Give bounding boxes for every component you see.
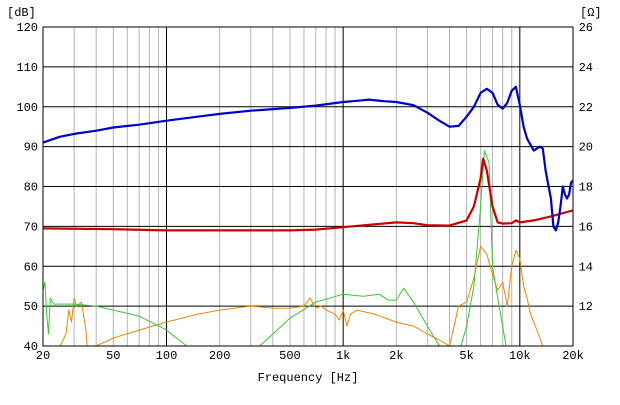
y-right-tick-label: 14 — [579, 260, 593, 274]
y-left-tick-label: 110 — [16, 61, 38, 75]
x-tick-label: 2k — [389, 349, 403, 363]
grid-major — [43, 26, 573, 347]
y-left-tick-label: 100 — [16, 101, 38, 115]
x-tick-label: 500 — [279, 349, 301, 363]
x-tick-label: 1k — [336, 349, 350, 363]
x-tick-label: 50 — [106, 349, 120, 363]
plot-frame — [42, 26, 574, 347]
y-right-tick-label: 22 — [579, 101, 593, 115]
x-tick-label: 200 — [209, 349, 231, 363]
red-curve — [43, 157, 573, 232]
y-right-tick-label: 24 — [579, 61, 593, 75]
y-right-tick-label: 18 — [579, 181, 593, 195]
y-left-tick-label: 90 — [24, 141, 38, 155]
blue-curve — [43, 85, 573, 232]
y-left-tick-label: 80 — [24, 181, 38, 195]
x-axis-label: Frequency [Hz] — [258, 371, 359, 385]
y-left-tick-label: 70 — [24, 220, 38, 234]
y-left-tick-label: 120 — [16, 21, 38, 35]
tick-labels: 20 50 100 200 500 1k 2k 5k 10k 20k 40 50 60 70 80 90 100… — [16, 21, 593, 363]
y-left-tick-label: 60 — [24, 260, 38, 274]
x-tick-label: 20 — [36, 349, 50, 363]
y-right-tick-label: 12 — [579, 300, 593, 314]
y-right-tick-label: 20 — [579, 141, 593, 155]
y-right-unit-label: [Ω] — [580, 6, 602, 20]
orange-curve — [58, 245, 544, 346]
y-right-tick-label: 26 — [579, 21, 593, 35]
curves — [43, 85, 573, 346]
y-right-tick-label: 16 — [579, 220, 593, 234]
y-left-tick-label: 40 — [24, 340, 38, 354]
x-tick-label: 5k — [459, 349, 473, 363]
y-left-tick-label: 50 — [24, 300, 38, 314]
x-tick-label: 100 — [156, 349, 178, 363]
x-tick-label: 10k — [509, 349, 531, 363]
y-left-unit-label: [dB] — [7, 6, 36, 20]
green-curve — [43, 150, 507, 346]
x-tick-label: 20k — [562, 349, 584, 363]
